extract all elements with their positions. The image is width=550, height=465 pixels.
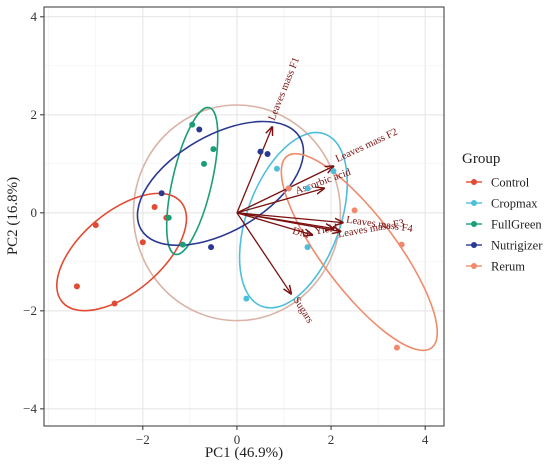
- point-control: [151, 203, 158, 210]
- point-nutrigizer: [158, 190, 165, 197]
- x-axis-ticks: −2 0 2 4: [136, 426, 429, 447]
- legend-label-nutrigizer: Nutrigizer: [491, 239, 543, 253]
- x-tick-label: 0: [234, 432, 241, 447]
- legend-key-dot: [471, 179, 477, 185]
- ellipse-cropmax: [238, 131, 349, 309]
- point-fullgreen: [201, 160, 207, 167]
- y-tick-label: 0: [31, 205, 38, 220]
- y-tick-label: 2: [31, 107, 38, 122]
- x-tick-label: 4: [422, 432, 429, 447]
- loading-arrow-leaves-mass-f4: [236, 212, 343, 223]
- loading-arrow-yield: [236, 212, 333, 229]
- point-cropmax: [243, 295, 250, 302]
- ellipse-fullgreen: [165, 106, 219, 256]
- point-rerum: [351, 207, 358, 214]
- point-cropmax: [330, 168, 337, 175]
- ellipse-rerum: [280, 152, 439, 352]
- ellipse-control: [55, 192, 188, 312]
- x-axis-title: PC1 (46.9%): [205, 445, 283, 461]
- legend: Group Control Cropmax FullGreen Nutrigizer R…: [462, 151, 543, 274]
- point-nutrigizer: [196, 126, 203, 133]
- legend-label-fullgreen: FullGreen: [491, 218, 542, 232]
- y-axis-ticks: −4 −2 0 2 4: [23, 9, 44, 416]
- legend-key-dot: [471, 263, 477, 269]
- legend-key-dot: [471, 200, 477, 206]
- legend-key-dot: [471, 221, 477, 227]
- point-nutrigizer: [208, 244, 215, 251]
- y-axis-title: PC2 (16.8%): [5, 177, 21, 255]
- legend-key-dot: [471, 242, 477, 248]
- legend-label-rerum: Rerum: [491, 260, 525, 274]
- point-cropmax: [273, 165, 280, 172]
- grid: [44, 7, 444, 426]
- point-nutrigizer: [264, 151, 271, 158]
- point-control: [111, 300, 118, 307]
- point-rerum: [398, 241, 405, 248]
- plot-border: [43, 6, 445, 427]
- plot-panel: [43, 6, 445, 427]
- point-control: [139, 239, 146, 246]
- point-rerum: [393, 344, 400, 351]
- point-cropmax: [304, 185, 311, 192]
- score-points: [73, 121, 405, 351]
- point-fullgreen: [179, 241, 186, 248]
- point-cropmax: [304, 244, 311, 251]
- loading-label-dm: DM: [291, 226, 311, 241]
- loading-arrow-leaves-mass-f2: [236, 166, 333, 214]
- y-tick-label: −2: [23, 303, 37, 318]
- point-rerum: [285, 185, 292, 192]
- loading-arrow-ascorbic-acid: [236, 188, 324, 214]
- loading-arrow-sugars: [236, 212, 291, 294]
- loading-arrow-dm: [236, 212, 312, 235]
- point-fullgreen: [189, 121, 196, 128]
- y-tick-label: 4: [31, 9, 38, 24]
- x-tick-label: −2: [136, 432, 150, 447]
- point-fullgreen: [210, 146, 217, 153]
- point-control: [73, 283, 80, 290]
- legend-label-cropmax: Cropmax: [491, 197, 538, 211]
- correlation-circle: [132, 104, 342, 322]
- point-nutrigizer: [257, 148, 264, 155]
- x-tick-label: 2: [328, 432, 335, 447]
- loading-label-yield: Yield: [314, 223, 339, 238]
- point-fullgreen: [165, 214, 172, 221]
- correlation-circle-ring: [132, 104, 342, 322]
- legend-title: Group: [462, 151, 500, 167]
- legend-label-control: Control: [491, 176, 530, 190]
- y-tick-label: −4: [23, 401, 37, 416]
- loading-arrow-leaves-mass-f1: [236, 127, 272, 214]
- point-control: [92, 222, 99, 229]
